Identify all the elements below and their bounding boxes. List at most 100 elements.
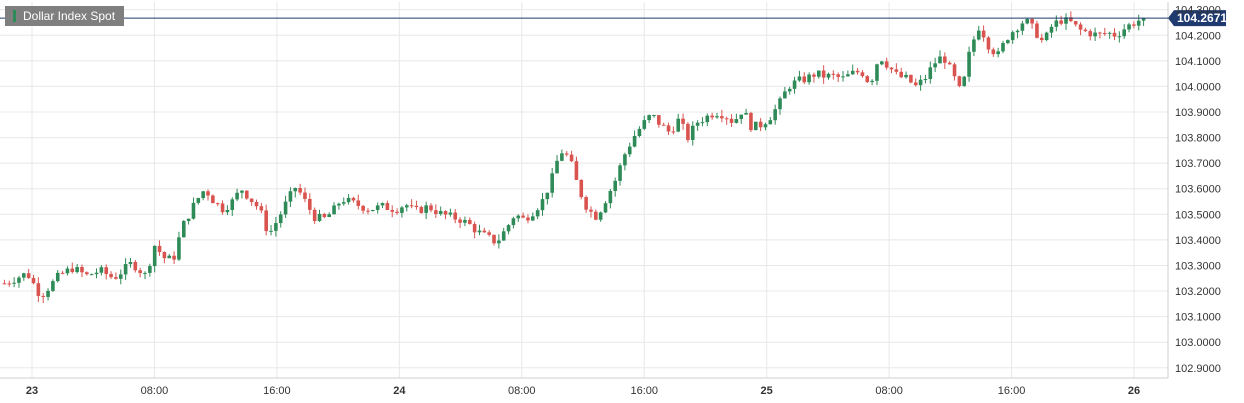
candle-down [710, 115, 714, 118]
candle-up [240, 190, 244, 193]
candle-down [443, 211, 448, 215]
candle-down [579, 179, 584, 198]
candle-up [181, 221, 186, 238]
candle-down [1088, 31, 1093, 37]
candle-down [831, 73, 836, 75]
candle-down [564, 153, 569, 155]
candle-up [17, 277, 21, 283]
candle-up [555, 160, 559, 174]
candle-up [186, 218, 191, 222]
candle-down [453, 212, 458, 220]
candle-up [976, 30, 981, 40]
candle-down [957, 76, 962, 86]
candle-up [346, 197, 351, 203]
candle-down [351, 197, 356, 201]
candle-down [1073, 21, 1078, 25]
candle-down [395, 211, 399, 213]
y-tick-label: 103.3000 [1175, 260, 1221, 272]
y-tick-label: 103.4000 [1175, 235, 1221, 247]
candle-down [657, 115, 661, 125]
candle-up [705, 115, 710, 123]
candle-up [269, 230, 273, 232]
candle-up [278, 214, 283, 224]
candle-down [1069, 17, 1073, 22]
candle-up [996, 51, 1000, 55]
x-tick-label: 08:00 [141, 385, 169, 397]
candle-down [729, 118, 734, 123]
candle-down [409, 205, 414, 207]
candle-down [41, 295, 46, 297]
candle-down [109, 274, 113, 278]
candle-down [70, 268, 75, 273]
candle-down [487, 232, 491, 235]
candle-up [337, 203, 341, 206]
candle-down [749, 112, 753, 131]
candle-up [65, 268, 70, 274]
candle-up [535, 210, 540, 217]
y-tick-label: 103.7000 [1175, 158, 1221, 170]
x-tick-label: 24 [393, 385, 406, 397]
candle-down [884, 61, 889, 68]
candle-up [1049, 26, 1054, 33]
candle-up [196, 198, 201, 203]
candle-down [1102, 32, 1107, 34]
x-tick-label: 16:00 [263, 385, 291, 397]
candle-down [298, 188, 302, 193]
grid [0, 2, 1169, 379]
candle-up [1127, 24, 1131, 30]
candle-down [172, 255, 176, 260]
candle-down [986, 37, 991, 50]
candle-up [792, 80, 797, 89]
candle-down [308, 198, 312, 210]
candle-down [220, 203, 225, 213]
candle-down [1083, 29, 1088, 32]
candle-down [31, 277, 36, 284]
candle-down [889, 67, 894, 70]
candle-down [802, 76, 807, 83]
candle-up [1025, 18, 1030, 24]
candle-up [700, 122, 705, 124]
candle-up [506, 225, 511, 232]
candle-down [361, 205, 365, 211]
candle-up [1117, 36, 1122, 38]
candle-down [812, 74, 816, 77]
candle-down [836, 74, 840, 77]
candle-down [419, 207, 424, 213]
candle-up [826, 73, 831, 78]
candle-down [1078, 24, 1083, 30]
candle-down [458, 219, 462, 223]
candle-down [661, 124, 666, 126]
candle-up [545, 192, 550, 200]
candle-down [244, 190, 249, 199]
candle-down [521, 215, 525, 218]
candle-up [225, 209, 230, 213]
y-tick-label: 104.1000 [1175, 56, 1221, 68]
candle-down [80, 267, 84, 273]
candle-down [138, 270, 142, 274]
candle-down [681, 118, 685, 124]
candle-up [967, 51, 971, 77]
y-tick-label: 102.9000 [1175, 363, 1221, 375]
candles [2, 11, 1146, 304]
candle-up [288, 191, 293, 202]
candle-up [875, 64, 879, 81]
candle-up [123, 264, 128, 275]
candle-up [841, 76, 845, 78]
candle-down [724, 118, 729, 120]
candle-up [22, 273, 26, 278]
candle-up [448, 212, 453, 215]
candle-up [530, 216, 535, 221]
x-tick-label: 16:00 [630, 385, 658, 397]
candle-down [1132, 24, 1136, 26]
candle-up [1054, 20, 1059, 27]
candle-down [472, 224, 477, 233]
candle-down [991, 49, 996, 55]
candle-up [918, 79, 923, 86]
candle-up [274, 223, 278, 231]
candle-down [1035, 23, 1039, 38]
candle-up [690, 125, 695, 140]
candle-down [574, 161, 579, 180]
candle-down [215, 203, 220, 205]
